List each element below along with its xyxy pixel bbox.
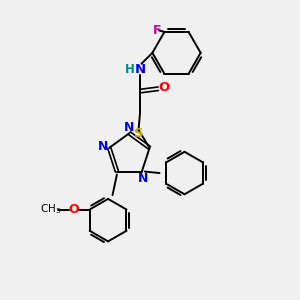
- Text: S: S: [134, 127, 143, 140]
- Text: N: N: [98, 140, 108, 153]
- Text: N: N: [124, 121, 134, 134]
- Text: F: F: [153, 24, 161, 37]
- Text: CH$_3$: CH$_3$: [40, 202, 61, 216]
- Text: O: O: [68, 203, 79, 216]
- Text: O: O: [158, 81, 170, 94]
- Text: N: N: [134, 62, 146, 76]
- Text: N: N: [138, 172, 148, 184]
- Text: H: H: [125, 62, 135, 76]
